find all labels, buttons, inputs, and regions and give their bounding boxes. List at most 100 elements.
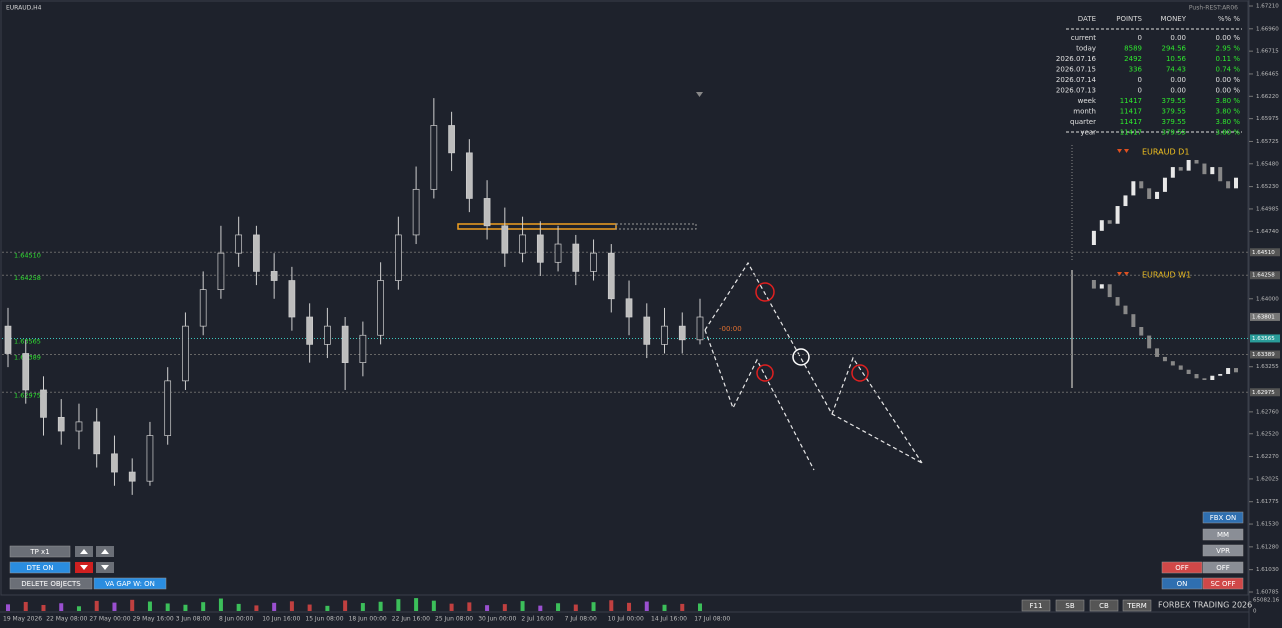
- button[interactable]: CB: [1089, 599, 1119, 612]
- y-tick-label: 1.61530: [1256, 522, 1279, 528]
- table-header: MONEY: [1161, 15, 1187, 23]
- mini-candle: [1139, 181, 1144, 189]
- mini-candle: [1218, 374, 1223, 376]
- candle-body: [643, 316, 651, 345]
- mini-candle: [1202, 378, 1207, 380]
- button[interactable]: SC OFF: [1202, 577, 1244, 590]
- button[interactable]: SB: [1055, 599, 1085, 612]
- button[interactable]: FBX ON: [1202, 511, 1244, 524]
- candle-body: [306, 316, 313, 345]
- volume-bar: [59, 603, 64, 611]
- volume-bar: [698, 603, 702, 611]
- candle-body: [395, 234, 402, 281]
- button[interactable]: OFF: [1161, 561, 1203, 574]
- arrow-button[interactable]: [75, 562, 93, 573]
- circle: [755, 282, 775, 302]
- volume-bar: [218, 598, 223, 611]
- table-cell: 0.00: [1170, 87, 1186, 95]
- table-cell: 8589: [1124, 45, 1142, 53]
- mini-candle: [1115, 206, 1120, 224]
- button[interactable]: F11: [1021, 599, 1051, 612]
- button[interactable]: TP x1: [9, 545, 71, 558]
- x-tick-label: 22 May 08:00: [46, 616, 87, 623]
- mini-candle: [1123, 305, 1128, 315]
- table-cell: 74.43: [1166, 66, 1186, 74]
- table-cell: current: [1071, 34, 1097, 42]
- volume-bar: [147, 601, 152, 611]
- chart-frame: [0, 0, 1249, 596]
- button-label: VA GAP W: ON: [105, 580, 155, 588]
- table-cell: 379.55: [1162, 108, 1187, 116]
- mini-candle: [1099, 220, 1104, 231]
- volume-bar: [396, 599, 401, 611]
- mini-candle: [1194, 374, 1199, 379]
- table-cell: 0.74 %: [1216, 66, 1241, 74]
- mini-candle: [1091, 280, 1096, 289]
- mini-candle: [1107, 284, 1112, 298]
- table-cell: 10.56: [1166, 55, 1187, 63]
- candle-body: [590, 252, 597, 272]
- mini-candle: [1123, 195, 1128, 207]
- circle: [756, 364, 774, 382]
- mini-candle: [1147, 188, 1152, 199]
- candle-body: [288, 280, 296, 318]
- volume-bar: [485, 605, 490, 611]
- table-cell: 2026.07.14: [1056, 76, 1097, 84]
- mini-candle: [1091, 230, 1096, 245]
- x-tick-label: 19 May 2026: [3, 616, 42, 623]
- volume-bar: [520, 601, 525, 611]
- mini-candle: [1170, 167, 1175, 178]
- x-tick-label: 7 Jul 08:00: [565, 616, 597, 623]
- volume-bar: [609, 600, 614, 611]
- level-box: [1250, 350, 1280, 359]
- button-label: OFF: [1175, 564, 1189, 572]
- table-cell: today: [1076, 45, 1096, 53]
- button[interactable]: DELETE OBJECTS: [9, 577, 93, 590]
- candle-body: [57, 416, 65, 432]
- table-cell: year: [1080, 129, 1096, 137]
- mini-candle: [1218, 167, 1223, 182]
- zigzag-a: [704, 261, 923, 464]
- button-label: SC OFF: [1210, 580, 1235, 588]
- y-tick-label: 1.62520: [1256, 431, 1279, 437]
- button[interactable]: VA GAP W: ON: [93, 577, 167, 590]
- mini-candle: [1162, 356, 1167, 362]
- candle-body: [678, 325, 686, 341]
- x-tick-label: 22 Jun 16:00: [392, 616, 430, 623]
- button-bg: [1202, 561, 1244, 574]
- button[interactable]: MM: [1202, 528, 1244, 541]
- y-tick-label: 1.65230: [1256, 184, 1279, 190]
- arrow-button[interactable]: [96, 562, 114, 573]
- button[interactable]: ON: [1161, 577, 1203, 590]
- mini-candle: [1147, 335, 1152, 349]
- candle-body: [607, 252, 615, 300]
- mini-candle: [1226, 368, 1231, 375]
- arrow-button[interactable]: [75, 546, 93, 557]
- candle-body: [572, 243, 580, 272]
- volume-bar: [23, 601, 28, 611]
- button[interactable]: TERM: [1122, 599, 1152, 612]
- candle-body: [483, 198, 491, 227]
- button[interactable]: VPR: [1202, 544, 1244, 557]
- zigzag-b: [704, 329, 815, 471]
- mini-candle: [1170, 361, 1175, 366]
- x-tick-label: 17 Jul 08:00: [694, 616, 730, 623]
- candle-body: [465, 152, 473, 199]
- button[interactable]: DTE ON: [9, 561, 71, 574]
- table-cell: 3.80 %: [1216, 97, 1241, 105]
- button-label: FBX ON: [1210, 514, 1237, 522]
- table-cell: 2026.07.15: [1056, 66, 1096, 74]
- volume-bar: [165, 603, 170, 611]
- button[interactable]: OFF: [1202, 561, 1244, 574]
- button-bg: [1202, 544, 1244, 557]
- arrow-button[interactable]: [96, 546, 114, 557]
- button-bg: [9, 577, 93, 590]
- volume-bar: [201, 602, 206, 611]
- button-label: F11: [1030, 602, 1043, 610]
- table-cell: 379.55: [1162, 118, 1187, 126]
- level-box-label: 1.64510: [1252, 250, 1275, 256]
- mini-candle: [1202, 163, 1207, 175]
- button-label: VPR: [1216, 547, 1230, 555]
